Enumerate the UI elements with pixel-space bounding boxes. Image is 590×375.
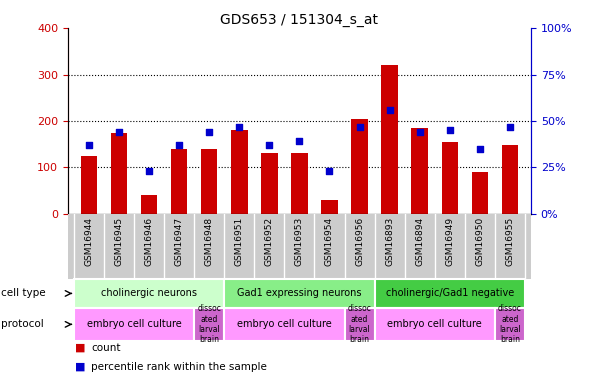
Text: ■: ■ — [75, 362, 86, 372]
Bar — [261, 153, 278, 214]
Bar — [141, 195, 158, 214]
Bar — [375, 279, 525, 308]
Text: GSM16894: GSM16894 — [415, 217, 424, 266]
Text: GSM16893: GSM16893 — [385, 217, 394, 266]
Text: GSM16953: GSM16953 — [295, 217, 304, 266]
Text: GSM16952: GSM16952 — [265, 217, 274, 266]
Bar — [321, 200, 337, 214]
Bar — [81, 156, 97, 214]
Text: count: count — [91, 343, 121, 353]
Point — [114, 129, 124, 135]
Bar — [111, 132, 127, 214]
Bar — [74, 279, 224, 308]
Text: ■: ■ — [75, 343, 86, 353]
Text: GSM16945: GSM16945 — [114, 217, 123, 266]
Text: cholinergic neurons: cholinergic neurons — [101, 288, 197, 298]
Bar — [224, 308, 345, 341]
Bar — [291, 153, 308, 214]
Bar — [74, 308, 194, 341]
Text: GSM16950: GSM16950 — [476, 217, 484, 266]
Bar — [171, 149, 188, 214]
Point — [145, 168, 154, 174]
Text: GSM16954: GSM16954 — [325, 217, 334, 266]
Point — [445, 127, 454, 133]
Text: embryo cell culture: embryo cell culture — [237, 320, 332, 329]
Point — [415, 129, 424, 135]
Point — [294, 138, 304, 144]
Point — [265, 142, 274, 148]
Bar — [375, 308, 495, 341]
Text: GSM16947: GSM16947 — [175, 217, 183, 266]
Text: percentile rank within the sample: percentile rank within the sample — [91, 362, 267, 372]
Text: GSM16949: GSM16949 — [445, 217, 454, 266]
Bar — [471, 172, 488, 214]
Title: GDS653 / 151304_s_at: GDS653 / 151304_s_at — [221, 13, 378, 27]
Bar — [231, 130, 248, 214]
Text: GSM16951: GSM16951 — [235, 217, 244, 266]
Bar — [345, 308, 375, 341]
Point — [385, 107, 394, 113]
Point — [205, 129, 214, 135]
Bar — [411, 128, 428, 214]
Text: GSM16956: GSM16956 — [355, 217, 364, 266]
Bar — [194, 308, 224, 341]
Text: dissoc
ated
larval
brain: dissoc ated larval brain — [348, 304, 372, 345]
Bar — [201, 149, 218, 214]
Bar — [502, 145, 518, 214]
Text: GSM16944: GSM16944 — [84, 217, 93, 266]
Text: cholinergic/Gad1 negative: cholinergic/Gad1 negative — [386, 288, 514, 298]
Text: cell type: cell type — [1, 288, 46, 298]
Text: embryo cell culture: embryo cell culture — [87, 320, 181, 329]
Point — [175, 142, 184, 148]
Text: embryo cell culture: embryo cell culture — [388, 320, 482, 329]
Bar — [224, 279, 375, 308]
Text: dissoc
ated
larval
brain: dissoc ated larval brain — [197, 304, 221, 345]
Text: dissoc
ated
larval
brain: dissoc ated larval brain — [498, 304, 522, 345]
Text: Gad1 expressing neurons: Gad1 expressing neurons — [237, 288, 362, 298]
Text: protocol: protocol — [1, 320, 44, 329]
Text: GSM16946: GSM16946 — [145, 217, 153, 266]
Text: GSM16948: GSM16948 — [205, 217, 214, 266]
Point — [505, 123, 514, 129]
Bar — [381, 65, 398, 214]
Text: GSM16955: GSM16955 — [506, 217, 514, 266]
Point — [235, 123, 244, 129]
Bar — [441, 142, 458, 214]
Bar — [351, 118, 368, 214]
Bar — [495, 308, 525, 341]
Point — [324, 168, 334, 174]
Point — [84, 142, 94, 148]
Point — [475, 146, 484, 152]
Point — [355, 123, 364, 129]
